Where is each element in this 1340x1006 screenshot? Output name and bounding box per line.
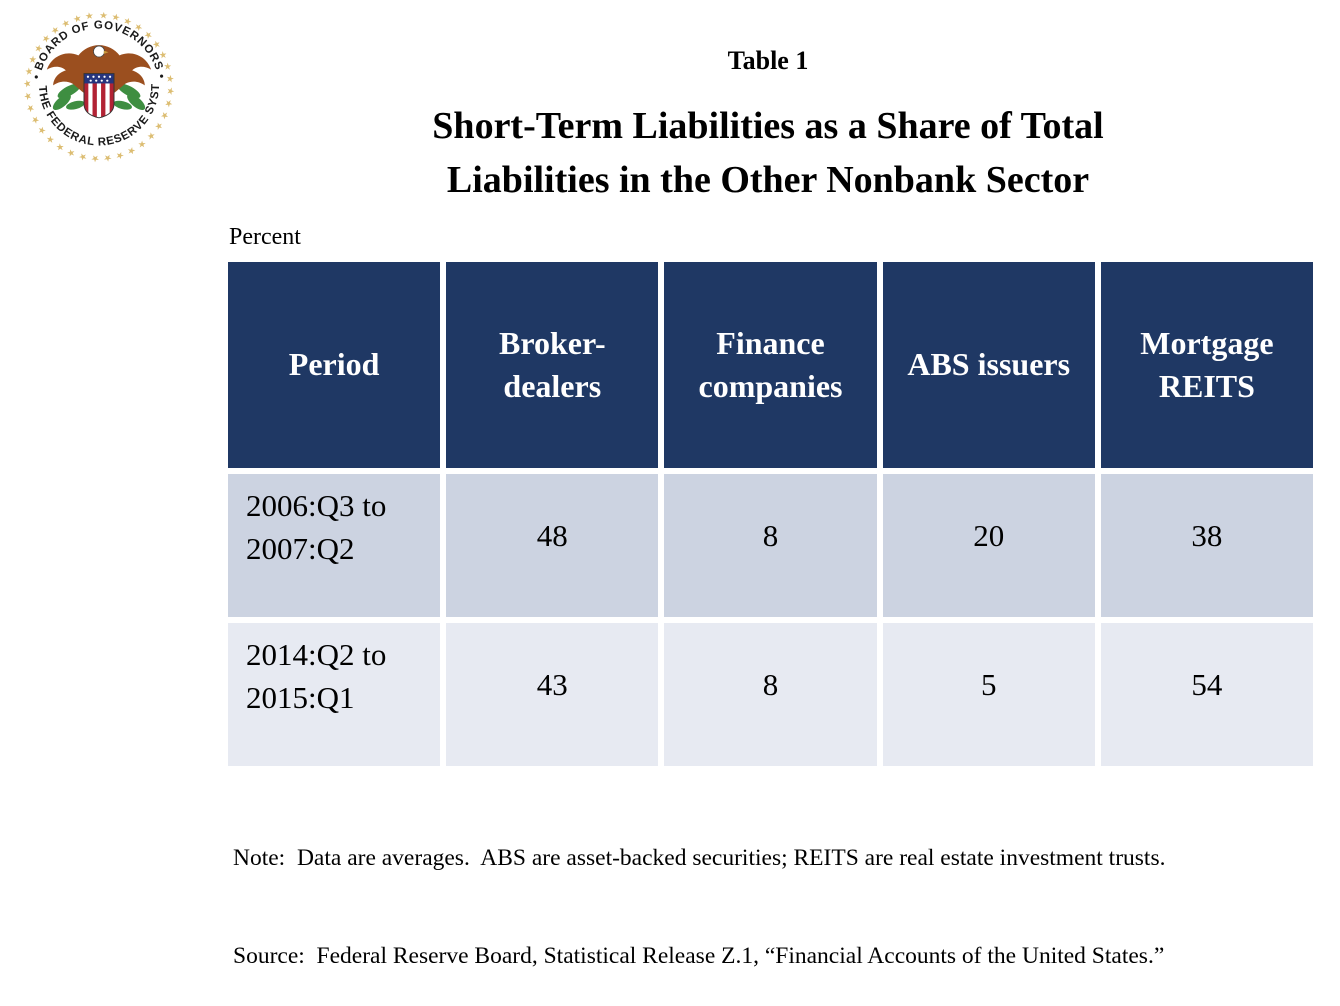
- page-title: Short-Term Liabilities as a Share of Tot…: [432, 105, 1104, 201]
- table-cell: 54: [1100, 623, 1313, 766]
- eagle-head: [93, 45, 105, 58]
- shield-icon: [83, 73, 115, 118]
- header-block: Table 1 Short-Term Liabilities as a Shar…: [222, 46, 1314, 208]
- unit-label: Percent: [229, 224, 301, 250]
- liabilities-table: Period Broker- dealers Finance companies…: [228, 262, 1313, 766]
- column-header-broker-dealers: Broker- dealers: [446, 262, 659, 468]
- column-header-mortgage-reits: Mortgage REITS: [1100, 262, 1313, 468]
- eagle-beak: [103, 50, 109, 54]
- table-cell: 5: [882, 623, 1095, 766]
- table-cell: 48: [446, 474, 659, 617]
- table-cell: 8: [664, 623, 877, 766]
- table-cell-period-row1: 2006:Q3 to 2007:Q2: [228, 474, 441, 617]
- note-line: Note: Data are averages. ABS are asset-b…: [233, 844, 1166, 871]
- eagle-icon: [46, 45, 152, 93]
- column-header-period: Period: [228, 262, 441, 468]
- footnotes: Note: Data are averages. ABS are asset-b…: [233, 776, 1318, 1006]
- olive-branch-icon: [52, 83, 146, 110]
- eagle-and-shield-emblem: [46, 45, 152, 119]
- column-header-abs-issuers: ABS issuers: [882, 262, 1095, 468]
- source-line: Source: Federal Reserve Board, Statistic…: [233, 943, 1165, 970]
- table-cell-period-row2: 2014:Q2 to 2015:Q1: [228, 623, 441, 766]
- table-cell: 43: [446, 623, 659, 766]
- table-cell: 8: [664, 474, 877, 617]
- table-cell: 20: [882, 474, 1095, 617]
- federal-reserve-seal-icon: ★ ★ ★ ★ ★ ★ ★ ★ ★ ★ ★ ★ ★ ★ ★ ★ ★ ★ ★ ★ …: [20, 8, 178, 166]
- column-header-finance-companies: Finance companies: [664, 262, 877, 468]
- shield-outline: [83, 73, 115, 119]
- table-number: Table 1: [727, 46, 809, 75]
- table-cell: 38: [1100, 474, 1313, 617]
